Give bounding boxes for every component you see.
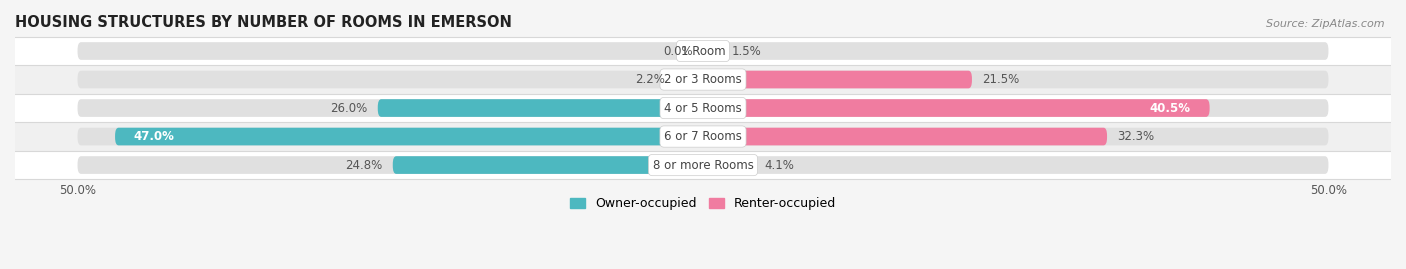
FancyBboxPatch shape (77, 99, 1329, 117)
Text: 24.8%: 24.8% (346, 158, 382, 172)
FancyBboxPatch shape (392, 156, 703, 174)
Legend: Owner-occupied, Renter-occupied: Owner-occupied, Renter-occupied (565, 192, 841, 215)
Text: 47.0%: 47.0% (134, 130, 174, 143)
Text: 2 or 3 Rooms: 2 or 3 Rooms (664, 73, 742, 86)
Text: 1.5%: 1.5% (731, 44, 762, 58)
FancyBboxPatch shape (15, 65, 1391, 94)
FancyBboxPatch shape (15, 94, 1391, 122)
FancyBboxPatch shape (703, 71, 972, 88)
Text: 4.1%: 4.1% (765, 158, 794, 172)
FancyBboxPatch shape (115, 128, 703, 145)
Text: 6 or 7 Rooms: 6 or 7 Rooms (664, 130, 742, 143)
FancyBboxPatch shape (15, 151, 1391, 179)
Text: 8 or more Rooms: 8 or more Rooms (652, 158, 754, 172)
FancyBboxPatch shape (703, 128, 1107, 145)
FancyBboxPatch shape (77, 128, 1329, 145)
Text: HOUSING STRUCTURES BY NUMBER OF ROOMS IN EMERSON: HOUSING STRUCTURES BY NUMBER OF ROOMS IN… (15, 15, 512, 30)
Text: Source: ZipAtlas.com: Source: ZipAtlas.com (1267, 19, 1385, 29)
Text: 1 Room: 1 Room (681, 44, 725, 58)
Text: 2.2%: 2.2% (636, 73, 665, 86)
FancyBboxPatch shape (703, 99, 1209, 117)
FancyBboxPatch shape (15, 122, 1391, 151)
Text: 21.5%: 21.5% (981, 73, 1019, 86)
FancyBboxPatch shape (703, 156, 754, 174)
FancyBboxPatch shape (675, 71, 703, 88)
Text: 40.5%: 40.5% (1150, 101, 1191, 115)
Text: 32.3%: 32.3% (1116, 130, 1154, 143)
Text: 4 or 5 Rooms: 4 or 5 Rooms (664, 101, 742, 115)
FancyBboxPatch shape (77, 42, 1329, 60)
FancyBboxPatch shape (15, 37, 1391, 65)
Text: 0.0%: 0.0% (664, 44, 693, 58)
Text: 26.0%: 26.0% (330, 101, 368, 115)
FancyBboxPatch shape (77, 71, 1329, 88)
FancyBboxPatch shape (77, 156, 1329, 174)
FancyBboxPatch shape (703, 42, 721, 60)
FancyBboxPatch shape (378, 99, 703, 117)
